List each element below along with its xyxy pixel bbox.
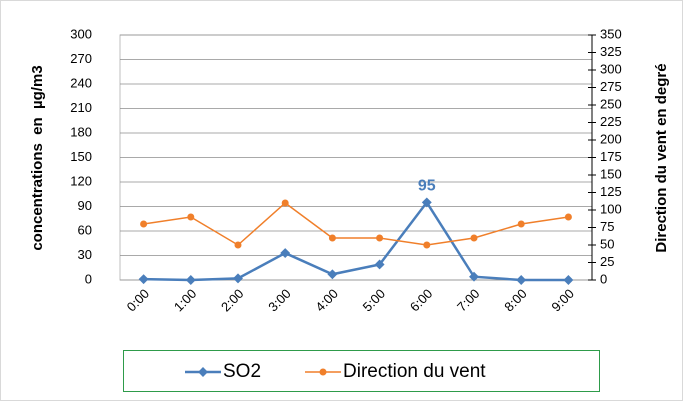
point <box>233 273 243 284</box>
y2-tick-label: 300 <box>600 61 622 76</box>
point <box>376 234 384 242</box>
point <box>140 220 148 228</box>
y-tick-label: 300 <box>70 26 92 41</box>
y2-tick-label: 25 <box>600 254 614 269</box>
y-tick-label: 270 <box>70 51 92 66</box>
legend-box <box>123 350 600 392</box>
point <box>516 275 527 285</box>
point <box>421 197 432 208</box>
point <box>281 199 289 207</box>
point <box>563 275 574 285</box>
legend-marker <box>198 367 208 377</box>
series-line <box>143 202 569 246</box>
point <box>423 241 431 249</box>
y2-tick-label: 175 <box>600 149 622 164</box>
legend-label: Direction du vent <box>343 361 486 382</box>
y-tick-label: 120 <box>70 173 92 188</box>
y2-tick-label: 225 <box>600 114 622 129</box>
series-line <box>143 200 569 282</box>
y2-tick-label: 200 <box>600 131 622 146</box>
y-tick-label: 210 <box>70 100 92 115</box>
legend-label: SO2 <box>223 361 261 382</box>
y-axis-title: concentrations en µg/m3 <box>29 65 46 250</box>
y2-tick-label: 150 <box>600 166 622 181</box>
y2-tick-label: 0 <box>600 271 607 286</box>
y2-tick-label: 350 <box>600 26 622 41</box>
y2-tick-label: 100 <box>600 201 622 216</box>
y-tick-label: 180 <box>70 124 92 139</box>
y2-axis-title: Direction du vent en degré <box>653 63 670 252</box>
y-tick-label: 0 <box>85 271 92 286</box>
y2-tick-label: 250 <box>600 96 622 111</box>
point <box>470 234 478 242</box>
y-tick-label: 60 <box>78 222 92 237</box>
y2-tick-label: 50 <box>600 236 614 251</box>
point <box>187 213 195 221</box>
point <box>517 220 525 228</box>
legend-marker <box>319 368 327 376</box>
point <box>327 269 338 280</box>
y-tick-label: 30 <box>78 247 92 262</box>
point <box>328 234 336 242</box>
point <box>564 213 572 221</box>
point <box>234 241 242 249</box>
y-tick-label: 90 <box>78 198 92 213</box>
point <box>374 259 385 270</box>
y2-tick-label: 75 <box>600 219 614 234</box>
point <box>469 271 479 282</box>
y-tick-label: 240 <box>70 75 92 90</box>
y-tick-label: 150 <box>70 149 92 164</box>
point <box>138 274 149 285</box>
point <box>185 275 196 285</box>
data-label: 95 <box>418 178 436 195</box>
y2-tick-label: 275 <box>600 79 622 94</box>
y2-tick-label: 325 <box>600 44 622 59</box>
y2-tick-label: 125 <box>600 184 622 199</box>
